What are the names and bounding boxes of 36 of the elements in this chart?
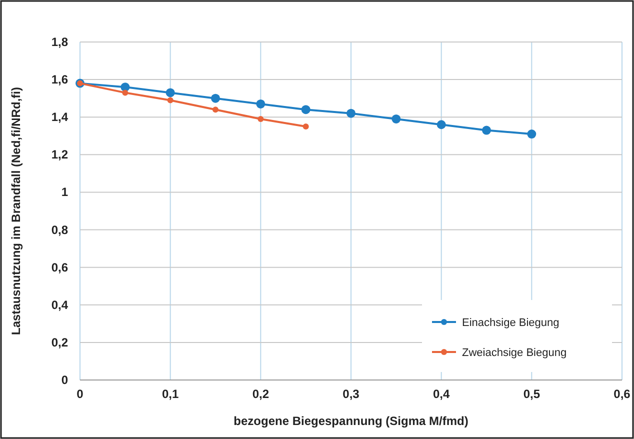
point xyxy=(211,94,220,103)
x-tick-label: 0 xyxy=(76,387,84,401)
legend-label: Zweiachsige Biegung xyxy=(462,347,567,359)
y-axis-title: Lastausnutzung im Brandfall (Ned,fi/NRd,fi) xyxy=(9,87,23,335)
x-axis-title: bezogene Biegespannung (Sigma M/fmd) xyxy=(234,414,468,428)
point xyxy=(258,116,264,122)
y-tick-label: 1,6 xyxy=(51,72,68,87)
point xyxy=(392,114,401,124)
y-tick-label: 0,2 xyxy=(51,335,68,350)
x-tick-label: 0,1 xyxy=(162,387,179,401)
y-tick-label: 0,8 xyxy=(51,222,68,237)
y-tick-label: 0,6 xyxy=(51,260,68,274)
x-tick-label: 0,6 xyxy=(614,387,631,401)
y-tick-label: 1,2 xyxy=(51,148,68,162)
point xyxy=(122,90,128,96)
point xyxy=(166,88,175,98)
point xyxy=(167,97,174,104)
point xyxy=(302,124,309,130)
x-tick-label: 0,4 xyxy=(432,387,450,401)
y-tick-label: 1,8 xyxy=(51,35,68,49)
x-tick-label: 0,5 xyxy=(523,387,540,401)
point xyxy=(301,105,310,114)
point xyxy=(482,126,491,135)
point xyxy=(212,106,218,113)
point xyxy=(120,82,130,92)
x-tick-label: 0,3 xyxy=(342,387,360,401)
point xyxy=(436,120,446,130)
y-tick-label: 0 xyxy=(61,373,68,387)
x-tick-label: 0,2 xyxy=(252,387,270,401)
y-tick-label: 0,4 xyxy=(51,298,68,312)
y-tick-label: 1,4 xyxy=(51,110,68,124)
point xyxy=(256,99,266,108)
point xyxy=(527,130,536,139)
legend-label: Einachsige Biegung xyxy=(462,317,560,329)
y-tick-label: 1 xyxy=(61,185,68,200)
point xyxy=(346,108,356,118)
